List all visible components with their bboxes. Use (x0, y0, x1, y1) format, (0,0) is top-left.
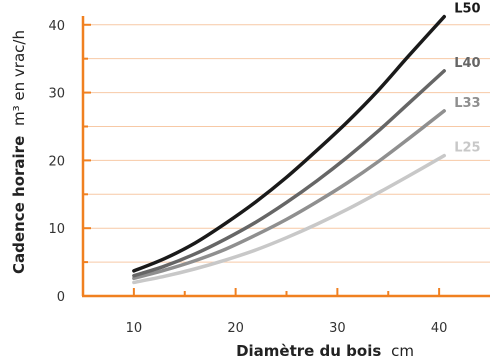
y-tick-label-20: 20 (48, 154, 65, 169)
series-label-l50: L50 (454, 2, 480, 17)
series-label-l25: L25 (454, 141, 480, 156)
x-axis-title-unit: cm (391, 342, 414, 360)
y-tick-label-40: 40 (48, 19, 65, 34)
series-line-l50 (132, 14, 446, 273)
y-axis-title-main: Cadence horaire (10, 136, 28, 274)
y-axis-title: Cadence horaire m³ en vrac/h (10, 30, 28, 274)
tick-labels: 0 10 20 30 40 10 20 30 40 (48, 19, 447, 336)
series-label-l33: L33 (454, 96, 480, 111)
series-line-l33 (132, 109, 446, 281)
y-axis-title-unit: m³ en vrac/h (10, 30, 28, 126)
y-tick-label-0: 0 (57, 290, 65, 305)
y-tick-label-30: 30 (48, 87, 65, 102)
x-axis-title: Diamètre du bois cm (236, 342, 414, 360)
x-axis-title-main: Diamètre du bois (236, 342, 381, 360)
x-tick-label-40: 40 (431, 321, 448, 336)
series-line-l40 (132, 69, 446, 278)
x-tick-label-10: 10 (126, 321, 143, 336)
x-tick-label-20: 20 (227, 321, 244, 336)
series-line-l25 (132, 153, 446, 285)
series-lines (132, 14, 446, 285)
grid-lines (83, 24, 490, 263)
x-tick-label-30: 30 (329, 321, 346, 336)
series-label-l40: L40 (454, 56, 480, 71)
y-tick-label-10: 10 (48, 222, 65, 237)
axes (81, 16, 490, 298)
series-labels: L50 L40 L33 L25 (454, 2, 480, 156)
